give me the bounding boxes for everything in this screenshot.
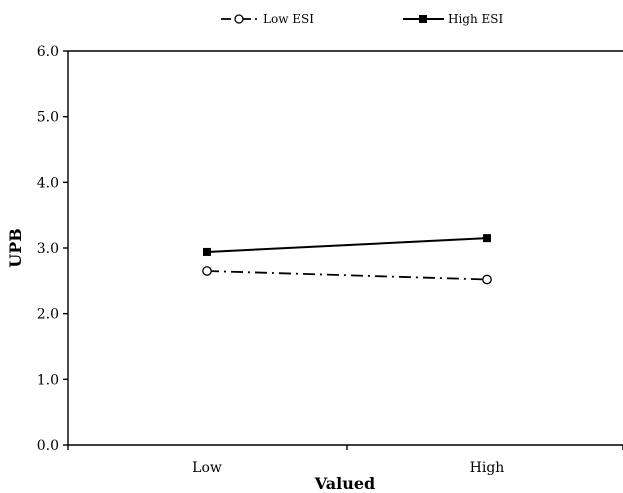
series-line-high-esi [206, 237, 488, 253]
legend-item-high-esi: High ESI [403, 12, 504, 26]
data-point-low-esi [202, 266, 212, 276]
x-tick-label: Low [192, 460, 222, 476]
y-tick-label: 2.0 [37, 307, 59, 323]
series-line-low-esi [206, 270, 488, 281]
filled-square-icon [419, 15, 427, 23]
legend-item-low-esi: Low ESI [221, 12, 314, 26]
x-axis-title: Valued [314, 474, 375, 493]
open-circle-icon [234, 14, 244, 24]
legend-label-low-esi: Low ESI [263, 12, 314, 26]
legend-label-high-esi: High ESI [448, 12, 504, 26]
x-axis-ticks: Low High [67, 445, 623, 476]
y-tick-label: 1.0 [37, 372, 59, 388]
data-point-high-esi [483, 234, 491, 243]
y-tick-label: 5.0 [37, 110, 59, 126]
x-tick-label: High [470, 460, 505, 476]
y-axis-title: UPB [6, 228, 25, 268]
legend: Low ESI High ESI [221, 12, 504, 26]
y-tick-label: 0.0 [37, 438, 59, 454]
data-point-low-esi [482, 274, 492, 285]
y-tick-label: 3.0 [37, 241, 59, 257]
data-point-high-esi [203, 247, 211, 256]
y-axis-ticks: 0.0 1.0 2.0 3.0 4.0 5.0 6.0 [37, 44, 68, 454]
series-layer [202, 234, 492, 285]
plot-frame [67, 50, 623, 446]
y-tick-label: 6.0 [37, 44, 59, 60]
y-tick-label: 4.0 [37, 175, 59, 191]
